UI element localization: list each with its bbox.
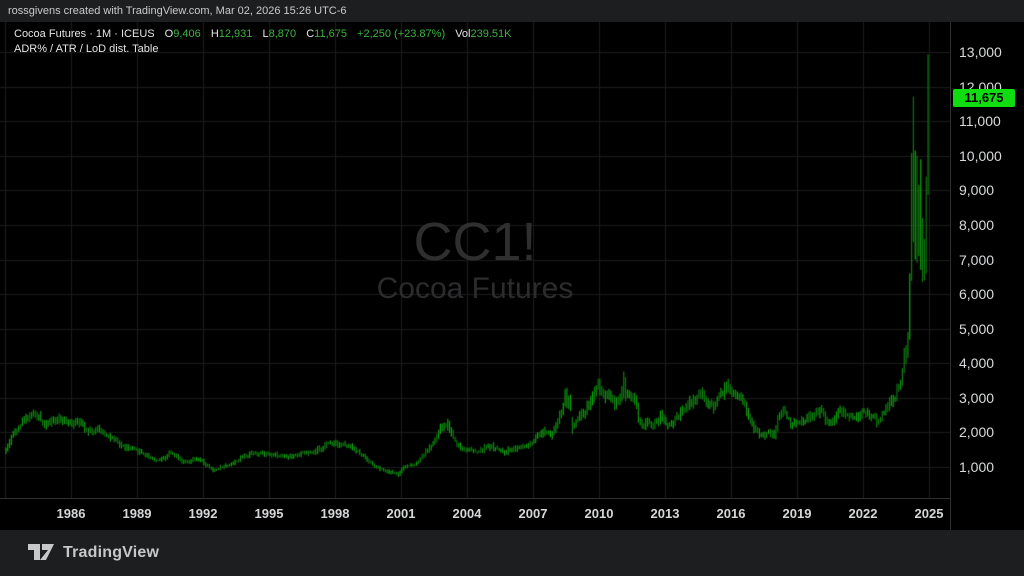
x-axis-label: 2001 <box>386 506 416 521</box>
x-axis-label: 1986 <box>56 506 86 521</box>
price-axis[interactable]: 11,675 1,000 2,000 3,000 4,000 5,000 6,000 7,0… <box>950 22 1024 530</box>
y-axis-label: 6,000 <box>959 286 995 303</box>
close-label: C <box>306 28 315 40</box>
y-axis-label: 13,000 <box>959 44 1002 60</box>
open-label: O <box>164 28 174 40</box>
legend-symbol-row[interactable]: Cocoa Futures · 1M · ICEUS O9,406 H12,93… <box>14 27 511 41</box>
attribution-text: rossgivens created with TradingView.com,… <box>8 5 347 17</box>
legend-indicator-row[interactable]: ADR% / ATR / LoD dist. Table <box>14 43 159 55</box>
price-chart[interactable] <box>0 22 950 498</box>
time-axis[interactable]: 1986 1989 1992 1995 1998 2001 2004 2007 2010 2013… <box>0 498 1024 531</box>
x-axis-label: 2007 <box>518 506 548 521</box>
x-axis-label: 2013 <box>650 506 680 521</box>
x-axis-label: 1992 <box>188 506 218 521</box>
y-axis-label: 1,000 <box>959 459 995 475</box>
chart-legend[interactable]: Cocoa Futures · 1M · ICEUS O9,406 H12,93… <box>14 27 511 56</box>
last-price-badge: 11,675 <box>953 88 1015 107</box>
open-value: 9,406 <box>173 28 201 40</box>
x-axis-label: 2010 <box>584 506 614 521</box>
high-value: 12,931 <box>218 28 253 40</box>
low-value: 8,870 <box>268 28 297 40</box>
x-axis-label: 1998 <box>320 506 350 521</box>
y-axis-label: 9,000 <box>959 182 995 199</box>
y-axis-label: 7,000 <box>959 251 995 268</box>
y-axis-label: 5,000 <box>959 320 995 337</box>
y-axis-label: 10,000 <box>959 147 1002 164</box>
attribution-bar: rossgivens created with TradingView.com,… <box>0 0 1024 22</box>
x-axis-label: 2022 <box>848 506 878 521</box>
symbol-title[interactable]: Cocoa Futures · 1M · ICEUS <box>14 28 155 40</box>
tradingview-logo[interactable]: TradingView <box>28 544 159 562</box>
tradingview-logo-icon <box>28 544 54 560</box>
footer-bar: TradingView <box>0 530 1024 576</box>
y-axis-label: 2,000 <box>959 424 995 441</box>
low-label: L <box>262 28 269 40</box>
x-axis-label: 1989 <box>122 506 152 521</box>
close-value: 11,675 <box>314 28 347 40</box>
x-axis-label: 2025 <box>914 506 944 521</box>
tradingview-logo-text: TradingView <box>63 544 160 561</box>
x-axis-label: 1995 <box>254 506 284 521</box>
high-label: H <box>210 28 219 40</box>
x-axis-label: 2016 <box>716 506 746 521</box>
change-value: +2,250 (+23.87%) <box>357 28 446 40</box>
volume-label: Vol <box>455 28 471 40</box>
x-axis-label: 2004 <box>452 506 482 521</box>
x-axis-label: 2019 <box>782 506 812 521</box>
y-axis-label: 11,000 <box>959 113 1001 130</box>
y-axis-label: 8,000 <box>959 216 995 233</box>
y-axis-label: 4,000 <box>959 355 995 372</box>
chart-pane[interactable]: Cocoa Futures · 1M · ICEUS O9,406 H12,93… <box>0 22 950 498</box>
volume-value: 239.51K <box>470 28 512 40</box>
y-axis-label: 3,000 <box>959 389 995 406</box>
